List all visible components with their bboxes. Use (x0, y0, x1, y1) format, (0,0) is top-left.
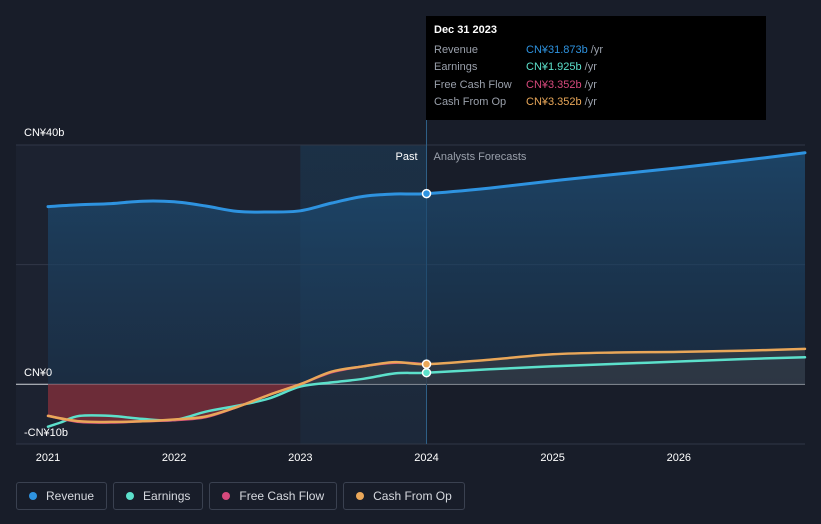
past-label: Past (395, 151, 417, 163)
legend-label: Revenue (46, 489, 95, 503)
legend-item-earnings[interactable]: Earnings (113, 482, 204, 510)
cash-from-op-line (46, 347, 807, 424)
tooltip-label: Revenue (434, 43, 479, 56)
x-tick-label: 2022 (162, 452, 186, 464)
tooltip-unit: /yr (584, 78, 597, 91)
revenue-area (48, 152, 805, 385)
legend-item-revenue[interactable]: Revenue (16, 482, 108, 510)
revenue-line (46, 151, 807, 214)
legend-dot-icon (356, 492, 365, 500)
tooltip-row-revenue: Revenue CN¥31.873b /yr (434, 41, 758, 59)
x-tick-label: 2021 (36, 452, 60, 464)
negative-area (48, 384, 301, 423)
revenue-marker (421, 188, 432, 199)
legend-dot-icon (29, 492, 37, 500)
tooltip-value: CN¥3.352b (526, 78, 582, 91)
legend-label: Earnings (143, 489, 191, 503)
tooltip: Dec 31 2023 Revenue CN¥31.873b /yr Earni… (426, 16, 766, 120)
legend-label: Cash From Op (373, 489, 452, 503)
tooltip-value: CN¥31.873b (526, 43, 588, 56)
y-axis-label: CN¥40b (24, 127, 64, 139)
x-tick-label: 2023 (288, 452, 312, 464)
earnings-line (46, 356, 807, 428)
legend: Revenue Earnings Free Cash Flow Cash Fro… (16, 482, 465, 512)
cash-from-op-marker (421, 359, 432, 369)
y-axis-label: CN¥0 (24, 367, 52, 379)
tooltip-label: Free Cash Flow (434, 78, 512, 91)
tooltip-row-free-cash-flow: Free Cash Flow CN¥3.352b /yr (434, 76, 758, 94)
tooltip-unit: /yr (590, 43, 604, 56)
legend-item-cash-from-op[interactable]: Cash From Op (343, 482, 465, 510)
tooltip-value: CN¥1.925b (526, 61, 582, 74)
y-axis-label: -CN¥10b (24, 427, 68, 439)
legend-item-free-cash-flow[interactable]: Free Cash Flow (209, 482, 338, 510)
tooltip-row-earnings: Earnings CN¥1.925b /yr (434, 59, 758, 77)
tooltip-unit: /yr (584, 61, 597, 74)
x-tick-label: 2025 (540, 452, 564, 464)
x-tick-label: 2024 (414, 452, 438, 464)
tooltip-label: Cash From Op (434, 96, 507, 109)
tooltip-date: Dec 31 2023 (434, 24, 497, 36)
legend-dot-icon (126, 492, 135, 500)
forecast-label: Analysts Forecasts (434, 151, 527, 163)
tooltip-value: CN¥3.352b (526, 96, 582, 109)
tooltip-unit: /yr (584, 96, 597, 109)
tooltip-label: Earnings (434, 61, 478, 74)
legend-dot-icon (222, 492, 231, 500)
earnings-marker (421, 367, 432, 378)
x-tick-label: 2026 (667, 452, 691, 464)
tooltip-row-cash-from-op: Cash From Op CN¥3.352b /yr (434, 94, 758, 112)
legend-label: Free Cash Flow (239, 489, 325, 503)
